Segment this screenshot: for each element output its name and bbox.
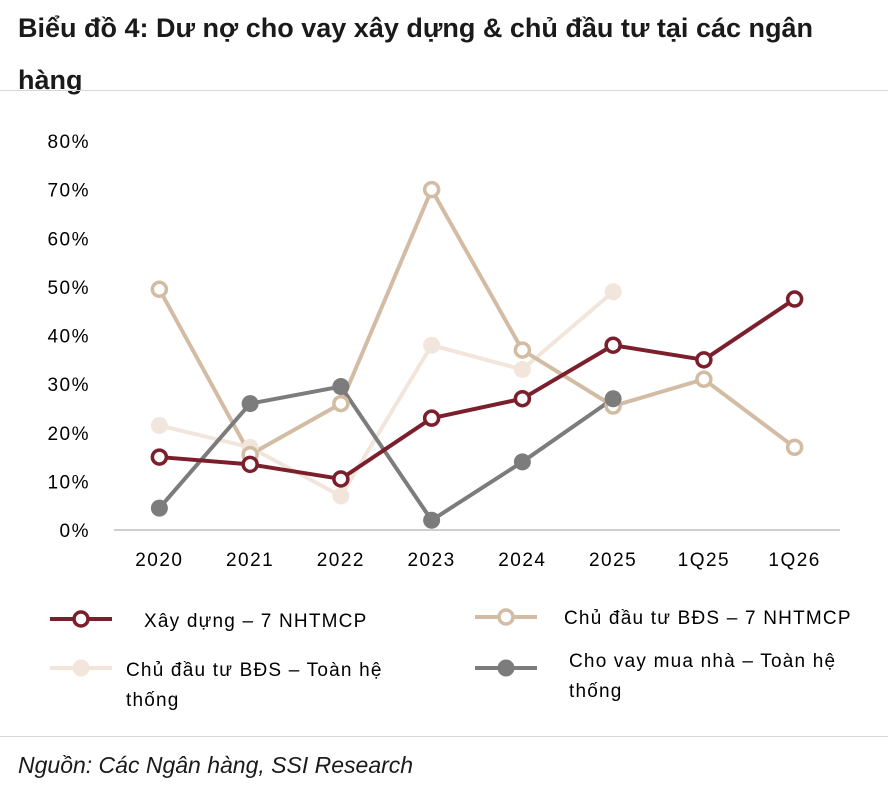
legend-label: thống: [126, 690, 180, 711]
data-point: [150, 416, 168, 434]
data-point: [332, 487, 350, 505]
y-axis-ticks: 0% 10% 20% 30% 40% 50% 60% 70% 80%: [47, 132, 90, 542]
source-note: Nguồn: Các Ngân hàng, SSI Research: [18, 752, 414, 778]
data-point: [332, 378, 350, 396]
data-point: [241, 455, 259, 474]
chart-title: Biểu đồ 4: Dư nợ cho vay xây dựng & chủ …: [18, 13, 813, 95]
legend: Xây dựng – 7 NHTMCP Chủ đầu tư BĐS – 7 NH…: [50, 608, 852, 711]
y-tick-label: 30%: [47, 375, 90, 396]
data-point: [423, 336, 441, 354]
y-tick-label: 70%: [47, 181, 90, 202]
series-markers: [150, 180, 804, 529]
series-line-2: [158, 290, 615, 498]
data-point: [695, 351, 713, 369]
legend-swatch-marker: [497, 659, 515, 677]
data-point: [604, 283, 622, 301]
x-axis-ticks: 2020 2021 2022 2023 2024 2025 1Q25 1Q26: [135, 550, 820, 571]
legend-label: thống: [569, 681, 623, 702]
data-point: [150, 280, 169, 299]
data-point: [422, 409, 441, 427]
data-point: [332, 394, 350, 413]
data-point: [150, 499, 168, 517]
data-point: [150, 448, 169, 466]
x-tick-label: 2023: [407, 550, 455, 571]
legend-label: Chủ đầu tư BĐS – Toàn hệ: [126, 660, 383, 681]
y-tick-label: 0%: [60, 521, 90, 542]
x-tick-label: 2022: [317, 550, 365, 571]
legend-swatch-marker: [497, 608, 515, 626]
y-tick-label: 40%: [47, 327, 90, 348]
legend-label: Xây dựng – 7 NHTMCP: [144, 611, 367, 632]
x-tick-label: 2020: [135, 550, 183, 571]
legend-swatch-marker: [72, 610, 90, 628]
x-tick-label: 1Q26: [768, 550, 820, 571]
legend-swatch-marker: [72, 659, 90, 677]
data-point: [332, 470, 350, 488]
series-line-1: [157, 187, 796, 457]
series-lines: [157, 187, 796, 523]
x-tick-label: 1Q25: [678, 550, 730, 571]
data-point: [513, 341, 532, 359]
data-point: [604, 336, 622, 354]
data-point: [241, 395, 259, 413]
data-point: [695, 370, 713, 389]
data-point: [422, 180, 441, 199]
y-tick-label: 80%: [47, 132, 90, 153]
data-point: [423, 511, 441, 529]
title-divider: [0, 90, 888, 91]
data-point: [785, 438, 804, 457]
x-tick-label: 2021: [226, 550, 274, 571]
legend-label: Chủ đầu tư BĐS – 7 NHTMCP: [564, 608, 852, 629]
line-chart: 0%10%20%30%40%50%60%70%80% 2020 2021 2022 2…: [47, 132, 852, 711]
data-point: [513, 453, 531, 471]
source-divider: [0, 736, 888, 737]
x-tick-label: 2025: [589, 550, 637, 571]
y-tick-label: 20%: [47, 424, 90, 445]
y-tick-label: 10%: [47, 472, 90, 493]
y-tick-label: 50%: [47, 278, 90, 299]
data-point: [513, 361, 531, 379]
data-point: [604, 390, 622, 408]
series-line-0: [159, 297, 796, 481]
data-point: [785, 290, 804, 308]
data-point: [513, 389, 532, 408]
series-line-3: [157, 384, 615, 523]
legend-label: Cho vay mua nhà – Toàn hệ: [569, 651, 836, 672]
y-tick-label: 60%: [47, 229, 90, 250]
x-tick-label: 2024: [498, 550, 546, 571]
